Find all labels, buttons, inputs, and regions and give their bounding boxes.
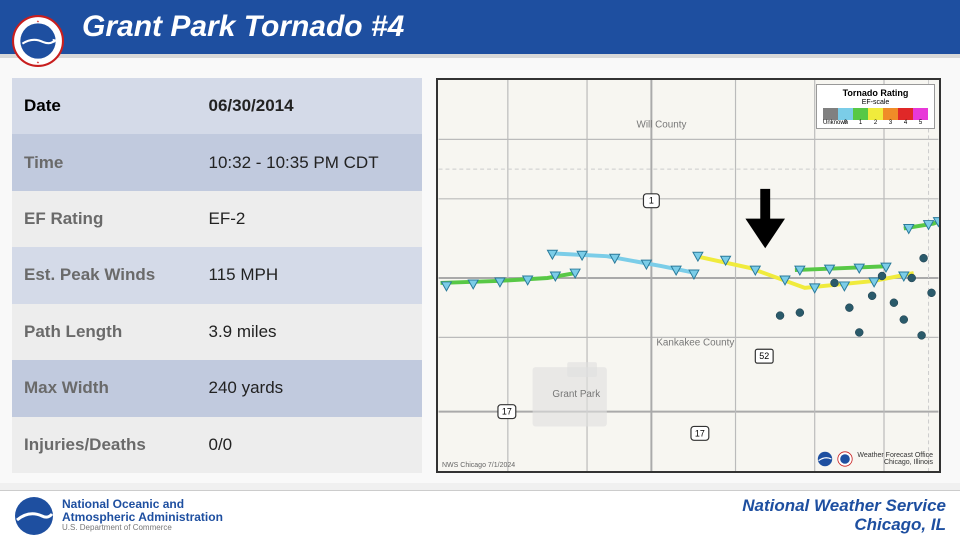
damage-point-marker (855, 328, 863, 336)
table-value: 06/30/2014 (197, 78, 423, 134)
indicator-arrow-icon (745, 189, 785, 248)
table-label: Est. Peak Winds (12, 247, 197, 303)
table-label: Injuries/Deaths (12, 417, 197, 473)
nws-logo: ★ ★ (12, 15, 64, 67)
damage-point-marker (878, 272, 886, 280)
table-row: EF RatingEF-2 (12, 191, 422, 247)
table-value: 115 MPH (197, 247, 423, 303)
legend-swatch (838, 108, 853, 120)
damage-point-marker (908, 274, 916, 282)
table-label: Max Width (12, 360, 197, 416)
damage-point-marker (831, 279, 839, 287)
legend-label: 5 (913, 120, 928, 126)
legend-swatch (823, 108, 838, 120)
legend-subtitle: EF-scale (823, 99, 928, 106)
page-title: Grant Park Tornado #4 (82, 10, 404, 44)
damage-point-marker (796, 309, 804, 317)
table-label: Path Length (12, 304, 197, 360)
damage-point-marker (920, 254, 928, 262)
table-value: 0/0 (197, 417, 423, 473)
footer-nws: National Weather Service Chicago, IL (742, 497, 946, 534)
noaa-name: National Oceanic and Atmospheric Adminis… (62, 498, 223, 533)
legend-title: Tornado Rating (823, 88, 928, 98)
county-label: Kankakee County (656, 337, 734, 348)
track-marker-triangle (468, 280, 478, 289)
tornado-data-table: Date06/30/2014Time10:32 - 10:35 PM CDTEF… (12, 78, 422, 473)
map-attribution: NWS Chicago 7/1/2024 (442, 462, 515, 469)
damage-point-marker (928, 289, 936, 297)
table-row: Time10:32 - 10:35 PM CDT (12, 134, 422, 190)
svg-text:17: 17 (502, 407, 512, 417)
legend-label: 4 (898, 120, 913, 126)
tornado-track-map: Will County Kankakee County Grant Park 1… (436, 78, 941, 473)
legend-swatch (898, 108, 913, 120)
table-row: Est. Peak Winds115 MPH (12, 247, 422, 303)
legend-swatch (913, 108, 928, 120)
page-header: ★ ★ Grant Park Tornado #4 (0, 0, 960, 58)
footer-noaa: National Oceanic and Atmospheric Adminis… (14, 496, 223, 536)
table-row: Injuries/Deaths0/0 (12, 417, 422, 473)
content-area: Date06/30/2014Time10:32 - 10:35 PM CDTEF… (0, 58, 960, 483)
track-marker-triangle (442, 282, 452, 291)
damage-point-marker (845, 304, 853, 312)
svg-text:52: 52 (759, 351, 769, 361)
table-label: Time (12, 134, 197, 190)
table-value: 240 yards (197, 360, 423, 416)
legend-label: 1 (853, 120, 868, 126)
legend-swatch (853, 108, 868, 120)
route-shield: 17 (691, 426, 709, 440)
table-value: 10:32 - 10:35 PM CDT (197, 134, 423, 190)
table-row: Date06/30/2014 (12, 78, 422, 134)
svg-text:17: 17 (695, 428, 705, 438)
route-shield: 17 (498, 405, 516, 419)
table-row: Path Length3.9 miles (12, 304, 422, 360)
legend-label: 0 (838, 120, 853, 126)
damage-point-marker (918, 331, 926, 339)
table-value: EF-2 (197, 191, 423, 247)
route-shield: 52 (755, 349, 773, 363)
track-marker-triangle (839, 282, 849, 291)
damage-point-marker (900, 316, 908, 324)
map-legend: Tornado Rating EF-scale Unknown012345 (816, 84, 935, 129)
table-label: Date (12, 78, 197, 134)
page-footer: National Oceanic and Atmospheric Adminis… (0, 490, 960, 540)
legend-label: Unknown (823, 120, 838, 126)
legend-label: 2 (868, 120, 883, 126)
town-label: Grant Park (552, 389, 600, 400)
table-label: EF Rating (12, 191, 197, 247)
legend-label: 3 (883, 120, 898, 126)
damage-point-marker (776, 312, 784, 320)
table-value: 3.9 miles (197, 304, 423, 360)
noaa-logo-icon (14, 496, 54, 536)
damage-point-marker (890, 299, 898, 307)
legend-swatch (883, 108, 898, 120)
tornado-track (795, 266, 889, 270)
route-shield: 1 (643, 194, 659, 208)
svg-text:1: 1 (649, 196, 654, 206)
damage-point-marker (868, 292, 876, 300)
legend-swatch (868, 108, 883, 120)
map-office-label: Weather Forecast Office Chicago, Illinoi… (817, 451, 933, 467)
table-row: Max Width240 yards (12, 360, 422, 416)
county-label: Will County (637, 120, 687, 131)
